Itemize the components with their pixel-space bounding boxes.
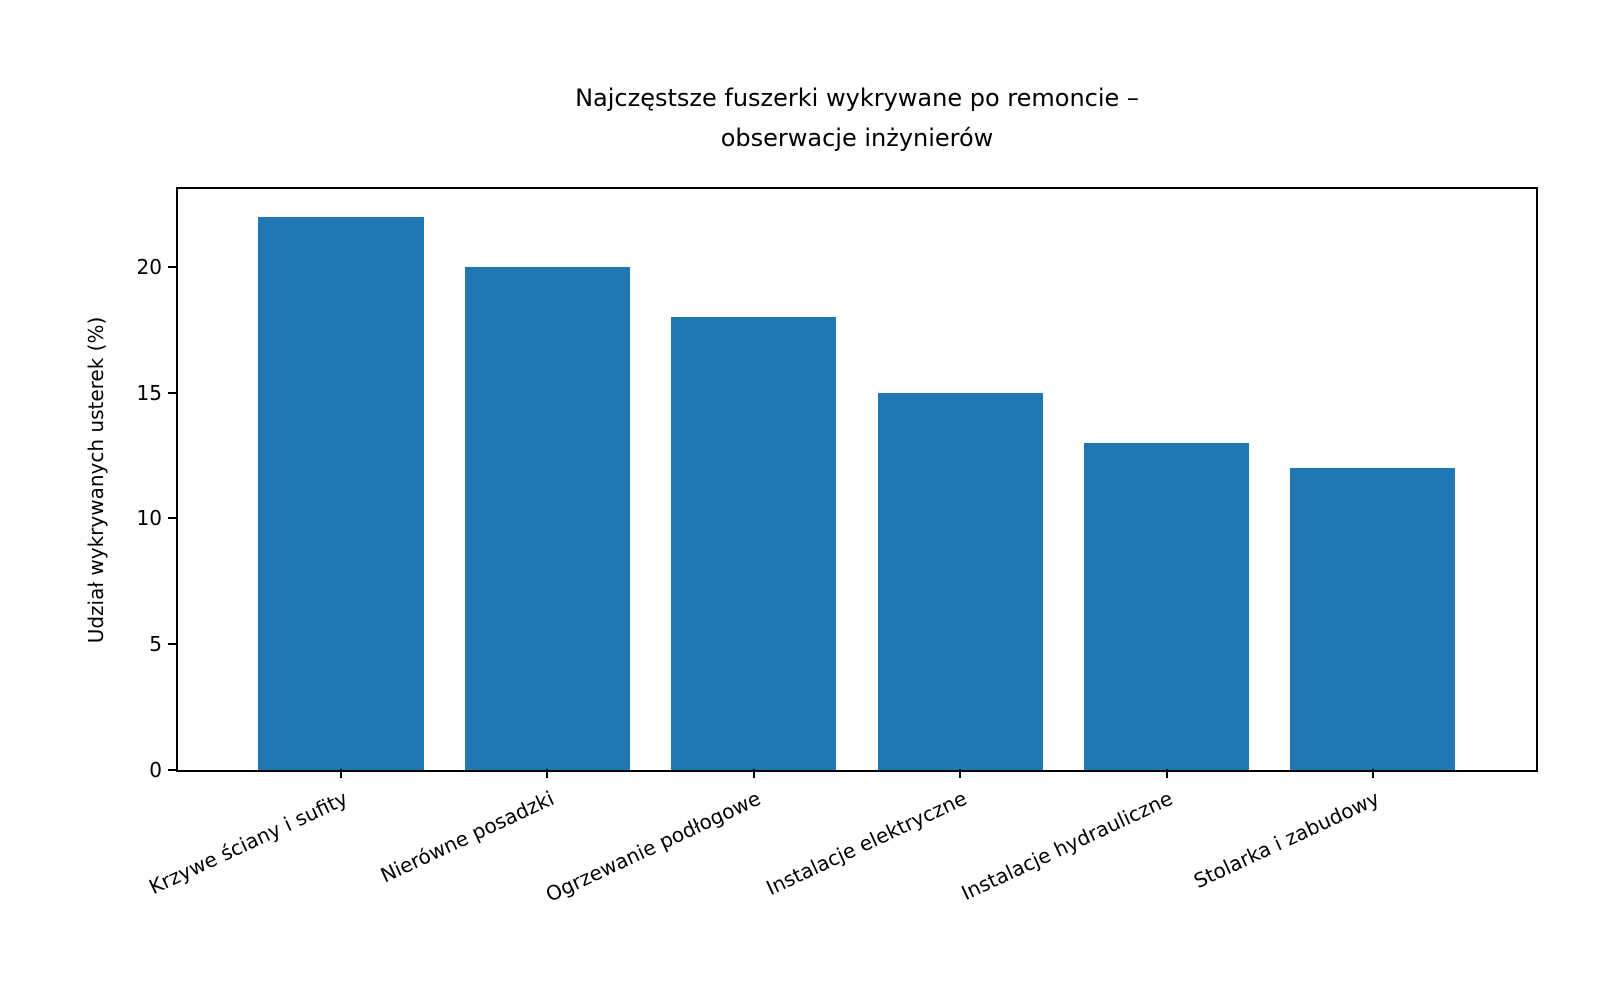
y-tick xyxy=(168,769,176,771)
bar-1 xyxy=(464,266,630,770)
x-tick xyxy=(1165,769,1168,778)
y-tick-label: 10 xyxy=(136,506,162,531)
bar-2 xyxy=(671,317,837,770)
x-tick-label: Ogrzewanie podłogowe xyxy=(541,786,764,907)
x-tick xyxy=(546,769,549,778)
y-tick-label: 20 xyxy=(136,254,162,279)
y-tick xyxy=(168,517,176,520)
y-tick-label: 15 xyxy=(136,380,162,405)
x-tick-label: Stolarka i zabudowy xyxy=(1190,786,1384,894)
x-tick-label: Instalacje elektryczne xyxy=(762,786,971,900)
bar-3 xyxy=(877,392,1043,770)
y-tick xyxy=(168,391,176,394)
x-tick-label: Instalacje hydrauliczne xyxy=(958,786,1177,905)
plot-area: Krzywe ściany i sufity Nierówne posadzki O… xyxy=(137,187,1538,907)
y-tick xyxy=(168,643,176,646)
x-tick xyxy=(959,769,962,778)
bar-0 xyxy=(258,216,424,770)
y-axis-label: Udział wykrywanych usterek (%) xyxy=(84,316,108,644)
x-tick xyxy=(1371,769,1374,778)
chart-title-line-2: obserwacje inżynierów xyxy=(720,124,994,152)
y-tick xyxy=(168,265,176,268)
bar-4 xyxy=(1084,443,1250,770)
y-tick-label: 5 xyxy=(149,632,162,657)
x-tick-label: Nierówne posadzki xyxy=(376,786,558,888)
chart-title-line-1: Najczęstsze fuszerki wykrywane po remonc… xyxy=(575,84,1139,112)
x-tick xyxy=(752,769,755,778)
y-tick-label: 0 xyxy=(149,758,162,782)
bar-5 xyxy=(1290,468,1456,770)
x-tick xyxy=(340,769,343,778)
chart-title: Najczęstsze fuszerki wykrywane po remonc… xyxy=(176,78,1538,158)
x-tick-label: Krzywe ściany i sufity xyxy=(145,786,352,900)
